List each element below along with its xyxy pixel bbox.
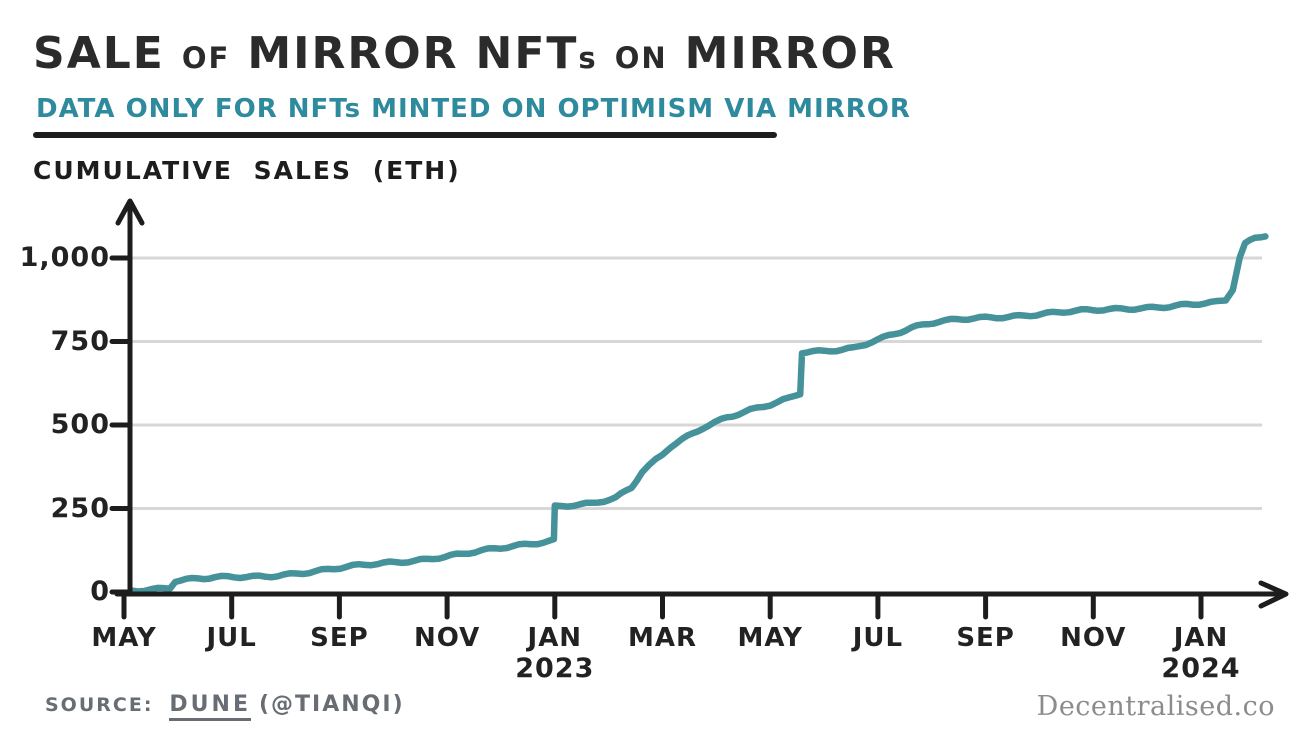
source-dune-label: DUNE [169, 692, 251, 721]
sales-line [127, 233, 1269, 595]
title-part: SALE [33, 28, 165, 79]
title-underline [33, 132, 777, 138]
source-note: SOURCE: DUNE (@TIANQI) [45, 692, 405, 721]
watermark: Decentralised.co [1036, 691, 1275, 722]
title-part: OF [181, 41, 231, 75]
source-handle-label: (@TIANQI) [259, 692, 405, 717]
source-prefix-label: SOURCE: [45, 694, 154, 716]
title-part: MIRROR [247, 28, 459, 79]
y-axis-title: CUMULATIVE SALES (ETH) [33, 156, 461, 185]
title-part: ON [614, 41, 668, 75]
title-part: MIRROR [684, 28, 896, 79]
title-part: NFT [475, 28, 579, 79]
gridlines [131, 256, 1262, 510]
axes [109, 198, 1289, 620]
x-axis-arrowhead [1258, 580, 1289, 609]
chart-subtitle: DATA ONLY FOR NFTs MINTED ON OPTIMISM VI… [36, 94, 911, 124]
cumulative-sales-curve [127, 233, 1269, 595]
y-axis-arrowhead [115, 198, 145, 226]
chart-title: SALE OF MIRROR NFTs ON MIRROR [33, 28, 896, 79]
title-part: s [578, 41, 598, 75]
